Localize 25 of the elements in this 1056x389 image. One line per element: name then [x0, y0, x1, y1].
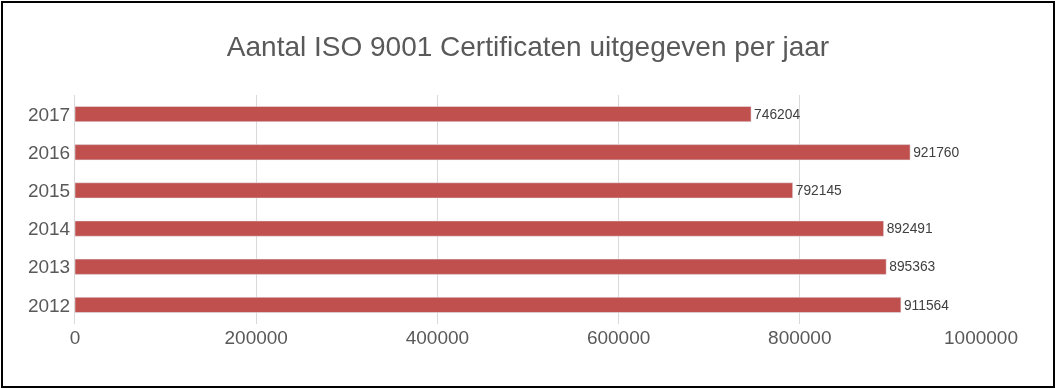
chart-title: Aantal ISO 9001 Certificaten uitgegeven per jaar — [226, 31, 830, 63]
bar — [75, 144, 911, 161]
y-tick-label: 2013 — [27, 256, 71, 278]
bar — [75, 297, 902, 313]
x-tick-label: 800000 — [768, 327, 832, 348]
x-tick-label: 400000 — [405, 327, 470, 348]
bar — [75, 106, 752, 122]
bar — [75, 220, 884, 237]
data-label: 921760 — [913, 144, 960, 160]
x-tick-label: 600000 — [586, 327, 651, 348]
data-label: 895363 — [889, 259, 936, 275]
data-label: 792145 — [795, 182, 843, 199]
data-label: 892491 — [886, 220, 933, 237]
y-tick-label: 2017 — [27, 103, 71, 125]
y-tick-label: 2015 — [27, 180, 71, 202]
x-tick-label: 0 — [69, 327, 81, 348]
bar — [75, 258, 887, 275]
data-label: 746204 — [754, 105, 801, 122]
data-label: 911564 — [903, 296, 950, 313]
x-tick-label: 1000000 — [944, 327, 1018, 348]
x-tick-label: 200000 — [224, 327, 288, 348]
bar — [75, 182, 793, 199]
y-tick-label: 2012 — [27, 294, 71, 316]
y-tick-label: 2016 — [27, 141, 71, 163]
y-tick-label: 2014 — [27, 218, 71, 240]
